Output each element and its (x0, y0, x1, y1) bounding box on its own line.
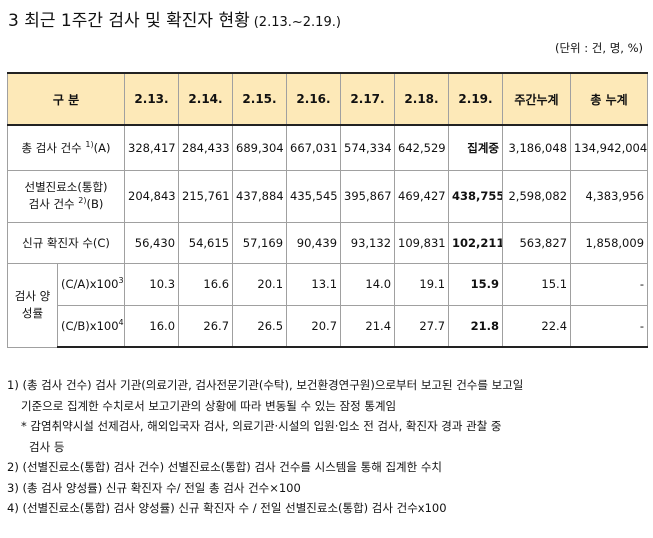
footnote-remark: * 감염취약시설 선제검사, 해외입국자 검사, 의료기관·시설의 입원·입소 … (21, 419, 502, 433)
table-cell: 93,132 (340, 221, 396, 264)
table-row-total-tests: 총 검사 건수 1)(A) 328,417 284,433 689,304 66… (6, 124, 649, 171)
table-cell: 15.9 (448, 262, 504, 306)
table-cell: 395,867 (340, 169, 396, 223)
table-cell: 667,031 (286, 124, 342, 171)
header-date: 2.17. (340, 72, 396, 126)
header-date: 2.19. (448, 72, 504, 126)
title-date: (2.13.~2.19.) (253, 15, 341, 30)
table-cell: 26.5 (232, 304, 288, 348)
table-cell: 26.7 (178, 304, 234, 348)
page-title: 3 최근 1주간 검사 및 확진자 현황 (2.13.~2.19.) (8, 6, 341, 31)
table-cell: 204,843 (124, 169, 180, 223)
table-cell: 13.1 (286, 262, 342, 306)
table-cell: 90,439 (286, 221, 342, 264)
header-date: 2.13. (124, 72, 180, 126)
unit-label: (단위 : 건, 명, %) (554, 41, 643, 55)
table-cell: 328,417 (124, 124, 180, 171)
table-cell: 21.8 (448, 304, 504, 348)
table-cell: 22.4 (502, 304, 572, 348)
table-cell: 16.6 (178, 262, 234, 306)
table-cell: 집계중 (448, 124, 504, 171)
table-cell: 19.1 (394, 262, 450, 306)
table-cell: 27.7 (394, 304, 450, 348)
table-cell: 2,598,082 (502, 169, 572, 223)
table-cell: 3,186,048 (502, 124, 572, 171)
footnotes: 1) (총 검사 건수) 검사 기관(의료기관, 검사전문기관(수탁), 보건환… (7, 375, 652, 519)
table-cell: 1,858,009 (570, 221, 649, 264)
footnote: 1) (총 검사 건수) 검사 기관(의료기관, 검사전문기관(수탁), 보건환… (7, 378, 524, 392)
table-cell: 563,827 (502, 221, 572, 264)
table-cell: 134,942,004 (570, 124, 649, 171)
footnote-continuation: 검사 등 (29, 439, 65, 454)
table-cell: - (570, 262, 649, 306)
table-cell: 102,211 (448, 221, 504, 264)
table-cell: 109,831 (394, 221, 450, 264)
table-cell: 437,884 (232, 169, 288, 223)
header-date: 2.16. (286, 72, 342, 126)
footnote: 2) (선별진료소(통합) 검사 건수) 선별진료소(통합) 검사 건수를 시스… (7, 460, 442, 474)
table-cell: 21.4 (340, 304, 396, 348)
table-cell: 54,615 (178, 221, 234, 264)
row-label: (C/B)x1004) (56, 304, 126, 348)
row-label: 총 검사 건수 1)(A) (6, 124, 126, 171)
table-row-new-cases: 신규 확진자 수(C) 56,430 54,615 57,169 90,439 … (6, 221, 649, 264)
footnote-continuation: 기준으로 집계한 수치로서 보고기관의 상황에 따라 변동될 수 있는 잠정 통… (21, 398, 397, 413)
table-row-positivity-ca: 검사 양성률 (C/A)x1003) 10.3 16.6 20.1 13.1 1… (7, 262, 649, 348)
positivity-group-label: 검사 양 성률 (7, 262, 58, 348)
header-cumulative-total: 총 누계 (570, 72, 649, 126)
stats-table: 구 분 2.13. 2.14. 2.15. 2.16. 2.17. 2.18. … (6, 72, 649, 348)
footnote: 4) (선별진료소(통합) 검사 양성률) 신규 확진자 수 / 전일 선별진료… (7, 501, 447, 515)
header-date: 2.15. (232, 72, 288, 126)
table-cell: 689,304 (232, 124, 288, 171)
table-cell: 4,383,956 (570, 169, 649, 223)
row-label: (C/A)x1003) (56, 262, 126, 306)
header-weekly-total: 주간누계 (502, 72, 572, 126)
table-cell: 57,169 (232, 221, 288, 264)
table-row-screening-tests: 선별진료소(통합) 검사 건수 2)(B) 204,843 215,761 437… (6, 169, 649, 223)
header-date: 2.18. (394, 72, 450, 126)
title-main: 3 최근 1주간 검사 및 확진자 현황 (8, 11, 250, 31)
table-cell: 215,761 (178, 169, 234, 223)
table-cell: 284,433 (178, 124, 234, 171)
header-date: 2.14. (178, 72, 234, 126)
table-cell: - (570, 304, 649, 348)
footnote: 3) (총 검사 양성률) 신규 확진자 수/ 전일 총 검사 건수×100 (7, 480, 301, 495)
table-cell: 574,334 (340, 124, 396, 171)
table-row-positivity-cb: (C/B)x1004) 16.0 26.7 26.5 20.7 21.4 27.… (8, 304, 649, 348)
table-cell: 435,545 (286, 169, 342, 223)
row-label: 선별진료소(통합) 검사 건수 2)(B) (6, 169, 126, 223)
table-cell: 15.1 (502, 262, 572, 306)
table-cell: 14.0 (340, 262, 396, 306)
table-cell: 20.7 (286, 304, 342, 348)
table-cell: 56,430 (124, 221, 180, 264)
header-row: 구 분 2.13. 2.14. 2.15. 2.16. 2.17. 2.18. … (6, 72, 649, 126)
table-cell: 642,529 (394, 124, 450, 171)
table-cell: 469,427 (394, 169, 450, 223)
table-cell: 16.0 (124, 304, 180, 348)
table-cell: 438,755 (448, 169, 504, 223)
table-cell: 20.1 (232, 262, 288, 306)
table-cell: 10.3 (124, 262, 180, 306)
header-category: 구 분 (6, 72, 126, 126)
row-label: 신규 확진자 수(C) (6, 221, 126, 264)
